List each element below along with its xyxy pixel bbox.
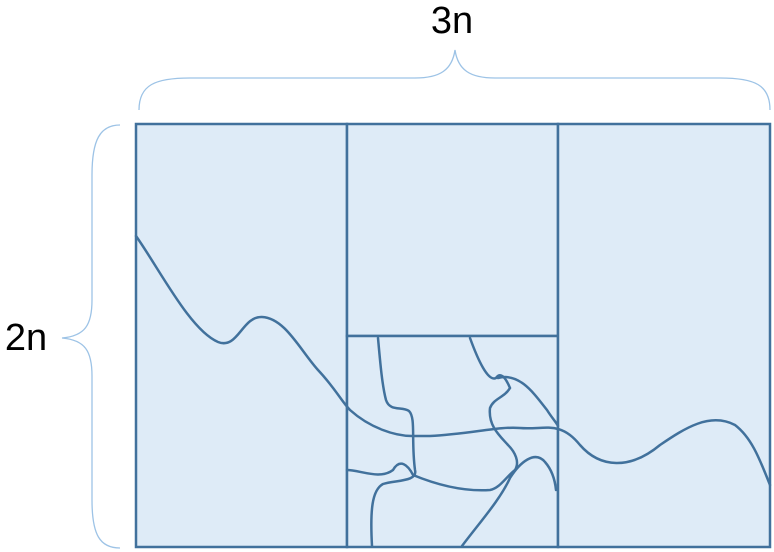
main-boundary-curve xyxy=(134,234,772,487)
inner-curve-1 xyxy=(370,336,417,548)
top-middle-panel xyxy=(345,122,560,338)
inner-curve-4 xyxy=(460,455,558,548)
inner-curve-3 xyxy=(496,375,560,428)
width-label: 3n xyxy=(431,0,473,42)
width-brace xyxy=(138,49,771,111)
right-panel xyxy=(556,122,772,549)
bottom-middle-panel xyxy=(345,334,560,549)
height-brace xyxy=(61,124,121,549)
height-label: 2n xyxy=(5,317,47,359)
left-panel xyxy=(134,122,349,549)
